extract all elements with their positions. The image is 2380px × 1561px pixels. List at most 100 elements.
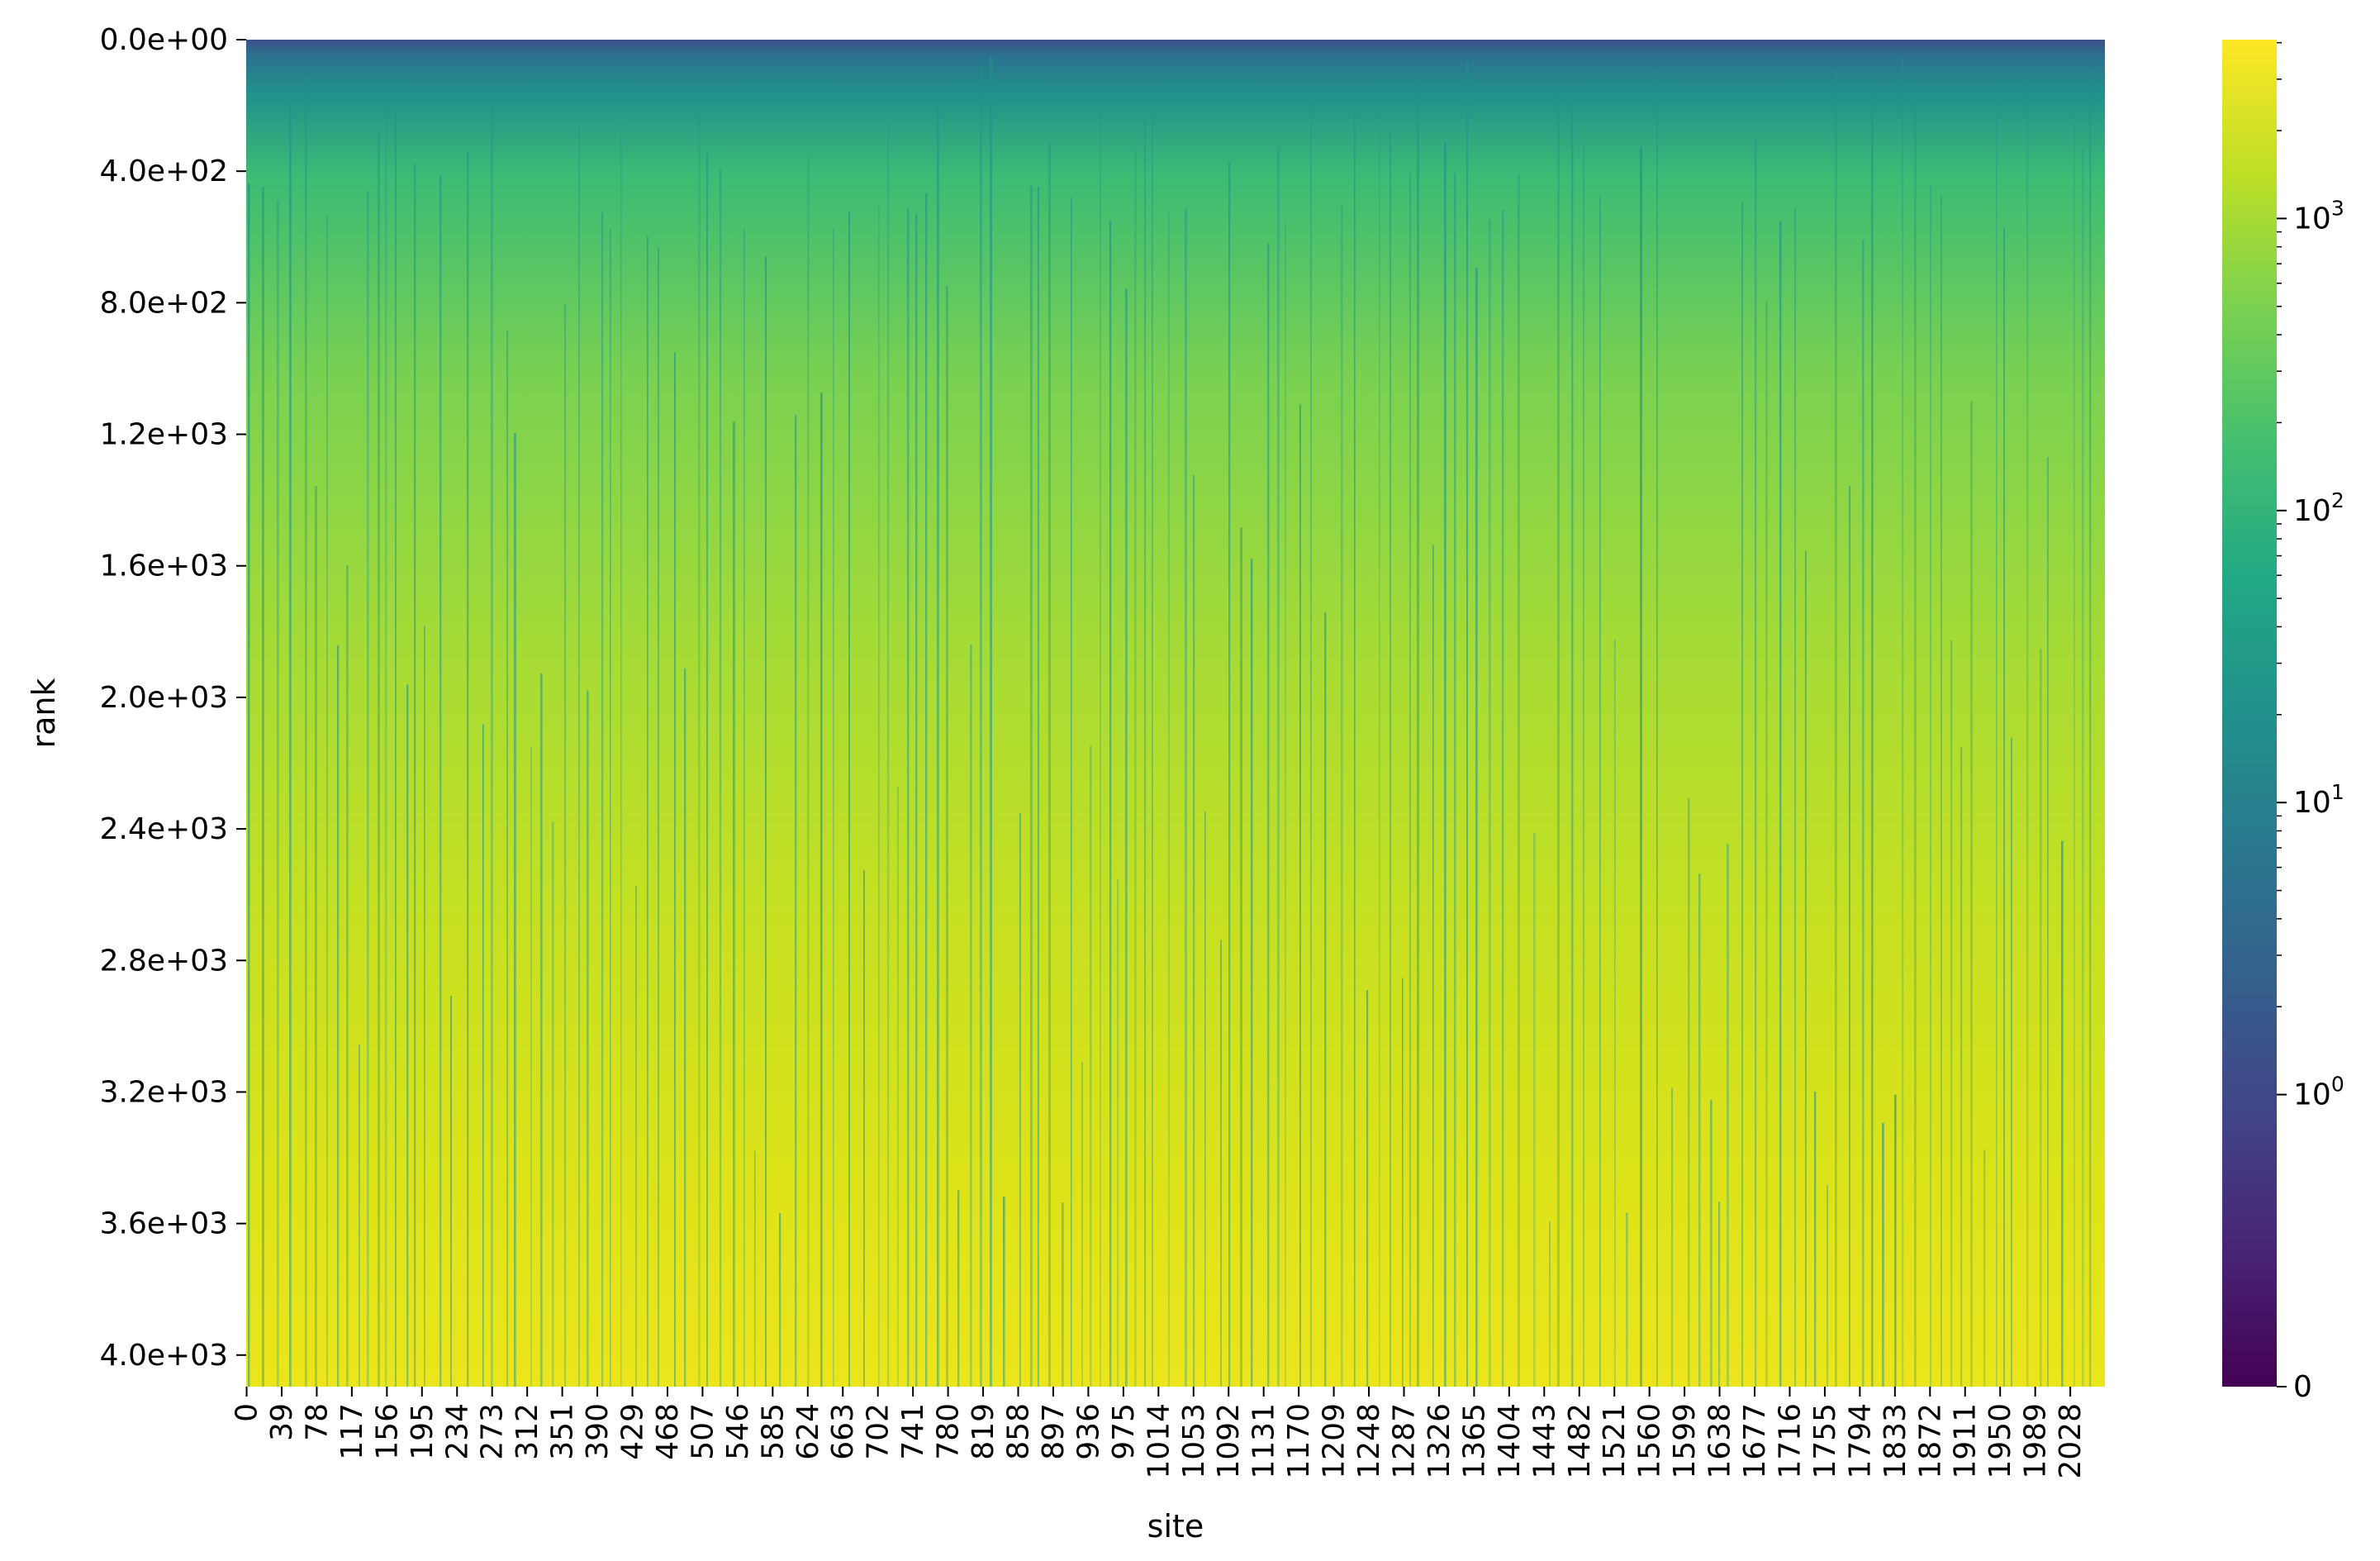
- heatmap-streak: [1656, 70, 1658, 1387]
- heatmap-streak: [1366, 990, 1369, 1387]
- x-tick-label: 390: [581, 1403, 615, 1460]
- heatmap-streak: [552, 821, 554, 1387]
- heatmap-streak: [1117, 878, 1119, 1387]
- heatmap-streak: [1835, 71, 1837, 1387]
- heatmap-streak: [620, 74, 622, 1387]
- x-tick-label: 663: [826, 1403, 860, 1460]
- heatmap-streak: [1914, 101, 1917, 1387]
- heatmap-streak: [1502, 209, 1504, 1387]
- heatmap-streak: [1390, 131, 1392, 1387]
- heatmap-streak: [674, 352, 676, 1387]
- heatmap-streak: [326, 216, 328, 1387]
- x-tick-label: 585: [756, 1403, 790, 1460]
- heatmap-streak: [1571, 100, 1574, 1387]
- x-tick-label: 1443: [1527, 1403, 1561, 1479]
- x-tick-label: 429: [616, 1403, 650, 1460]
- y-axis-title: rank: [26, 678, 62, 749]
- x-tick-label: 546: [721, 1403, 755, 1460]
- heatmap-streak: [1402, 978, 1404, 1387]
- heatmap-streak: [1902, 56, 1904, 1387]
- heatmap-streak: [414, 164, 416, 1387]
- heatmap-streak: [1193, 474, 1195, 1387]
- heatmap-streak: [878, 205, 880, 1387]
- heatmap-streak: [1475, 268, 1478, 1387]
- heatmap-streak: [2011, 737, 2012, 1387]
- heatmap-streak: [1030, 186, 1033, 1387]
- heatmap-streak: [1882, 1122, 1884, 1387]
- heatmap-streak: [601, 212, 604, 1387]
- x-tick-label: 507: [686, 1403, 720, 1460]
- heatmap-streak: [1960, 746, 1963, 1387]
- heatmap-streak: [1240, 527, 1242, 1387]
- heatmap-streak: [743, 228, 745, 1387]
- heatmap-streak: [658, 247, 659, 1387]
- heatmap-streak: [530, 746, 532, 1387]
- heatmap-streak: [970, 644, 972, 1387]
- heatmap-streak: [1310, 99, 1312, 1387]
- x-tick-label: 468: [651, 1403, 685, 1460]
- heatmap-streak: [1062, 1202, 1064, 1387]
- x-tick-label: 897: [1037, 1403, 1071, 1460]
- y-tick-label: 8.0e+02: [100, 286, 228, 320]
- heatmap-streak: [833, 228, 834, 1387]
- heatmap-streak: [897, 786, 899, 1387]
- heatmap-streak: [2026, 78, 2029, 1387]
- heatmap-streak: [406, 684, 409, 1387]
- y-tick-label: 2.4e+03: [100, 812, 228, 846]
- heatmap-streak: [1134, 150, 1137, 1387]
- x-tick-label: 1131: [1247, 1403, 1281, 1479]
- heatmap-streak: [610, 228, 611, 1387]
- y-tick-label: 0.0e+00: [100, 23, 228, 57]
- heatmap-streak: [1599, 197, 1601, 1387]
- heatmap-streak: [1324, 612, 1327, 1387]
- heatmap-streak: [367, 190, 369, 1387]
- heatmap-streak: [863, 870, 865, 1387]
- x-tick-label: 273: [476, 1403, 510, 1460]
- heatmap-streak: [698, 109, 701, 1387]
- heatmap-streak: [1267, 243, 1270, 1387]
- heatmap-streak: [848, 212, 850, 1387]
- heatmap-streak: [1038, 187, 1039, 1387]
- colorbar-tick-label: 102: [2293, 488, 2344, 528]
- heatmap-streak: [1109, 220, 1112, 1387]
- heatmap-streak: [720, 168, 722, 1387]
- heatmap-streak: [1285, 222, 1286, 1387]
- heatmap-streak: [2089, 69, 2092, 1387]
- colorbar-tick-label: 100: [2293, 1073, 2344, 1112]
- heatmap-streak: [1805, 550, 1807, 1387]
- heatmap-streak: [980, 65, 982, 1387]
- x-tick-label: 1911: [1949, 1403, 1983, 1479]
- x-tick-label: 195: [406, 1403, 439, 1460]
- heatmap-streak: [1970, 401, 1973, 1387]
- heatmap-streak: [2082, 148, 2084, 1387]
- y-tick-label: 1.6e+03: [100, 550, 228, 583]
- heatmap-streak: [807, 155, 810, 1387]
- heatmap-streak: [337, 645, 340, 1387]
- heatmap-streak: [1983, 1149, 1986, 1387]
- x-tick-label: 741: [896, 1403, 930, 1460]
- heatmap-streak: [1071, 197, 1072, 1387]
- heatmap-streak: [1710, 1099, 1713, 1387]
- heatmap-streak: [795, 415, 797, 1387]
- heatmap-top-band: [246, 40, 2105, 44]
- heatmap-streak: [907, 208, 910, 1387]
- heatmap-streak: [957, 1190, 960, 1387]
- heatmap-streak: [946, 286, 948, 1387]
- heatmap-streak: [1930, 184, 1932, 1387]
- colorbar-ticks: 0 100 101 102 103: [2277, 41, 2344, 1404]
- heatmap-streak: [1379, 103, 1380, 1387]
- heatmap-streak: [1185, 208, 1187, 1387]
- heatmap-streak: [1048, 142, 1051, 1387]
- x-tick-label: 819: [967, 1403, 1000, 1460]
- x-tick-label: 78: [300, 1403, 334, 1441]
- heatmap-streak: [1354, 107, 1356, 1387]
- heatmap-streak: [1466, 61, 1468, 1387]
- x-tick-label: 117: [335, 1403, 369, 1460]
- heatmap-streak: [395, 111, 397, 1387]
- heatmap-streak: [1204, 811, 1206, 1387]
- heatmap-streak: [1277, 147, 1280, 1387]
- heatmap-streak: [1779, 221, 1782, 1387]
- heatmap-streak: [1081, 1062, 1083, 1387]
- y-tick-label: 4.0e+03: [100, 1339, 228, 1373]
- heatmap-streak: [1454, 173, 1456, 1387]
